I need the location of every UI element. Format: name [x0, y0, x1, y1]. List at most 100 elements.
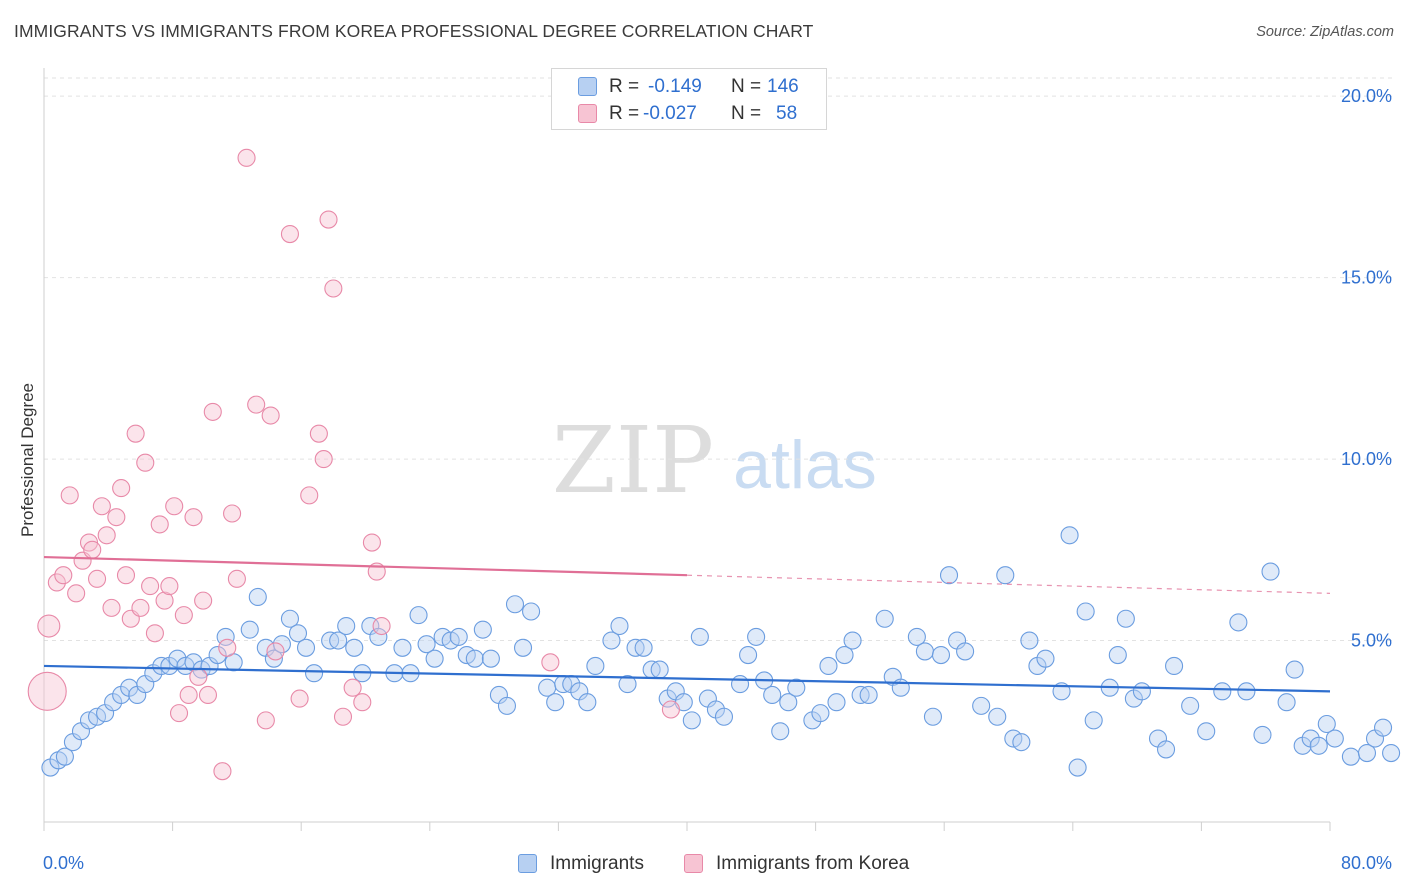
immigrants-point	[915, 642, 934, 661]
immigrants-point	[513, 638, 533, 657]
korea-point	[54, 566, 73, 585]
korea-point	[165, 497, 184, 516]
immigrants-point	[1068, 758, 1087, 777]
y-tick-label: 15.0%	[1341, 268, 1392, 288]
immigrants-point	[739, 646, 758, 665]
korea-point	[194, 591, 213, 610]
korea-point	[237, 148, 256, 167]
immigrants-point	[1108, 646, 1127, 665]
korea-point	[290, 689, 309, 708]
immigrants-point	[288, 624, 308, 643]
korea-point	[343, 678, 362, 697]
korea-point	[362, 533, 381, 552]
korea-point	[324, 279, 343, 298]
immigrants-point	[996, 566, 1015, 585]
immigrants-point	[1382, 743, 1401, 763]
immigrants-point	[859, 685, 878, 705]
immigrants-point	[505, 595, 525, 614]
immigrants-point	[827, 693, 846, 712]
korea-point	[266, 642, 285, 661]
immigrants-point	[546, 693, 565, 712]
immigrants-point	[280, 609, 299, 628]
korea-point	[189, 667, 208, 686]
korea-trendline	[43, 555, 688, 577]
immigrants-point	[1197, 722, 1216, 741]
korea-point	[218, 638, 237, 657]
immigrants-point	[337, 616, 356, 636]
immigrants-point	[1084, 711, 1103, 730]
korea-point	[155, 591, 174, 610]
immigrants-point	[329, 631, 348, 650]
stats-n-label: N =	[731, 103, 762, 124]
korea-point	[47, 573, 66, 592]
korea-point	[102, 598, 121, 617]
korea-point	[309, 424, 328, 443]
immigrants-point	[578, 693, 597, 712]
stats-box: R = -0.149 N = 146 R = -0.027 N = 58	[551, 68, 827, 130]
immigrants-point	[1325, 729, 1344, 748]
source-label: Source: ZipAtlas.com	[1256, 24, 1394, 40]
korea-point	[256, 711, 275, 730]
immigrants-point	[747, 627, 766, 646]
legend-swatch-immigrants	[518, 854, 537, 873]
korea-point	[67, 584, 86, 603]
y-tick-label: 10.0%	[1341, 449, 1392, 469]
korea-point	[661, 700, 680, 719]
korea-point	[141, 577, 160, 596]
stats-row-korea: R = -0.027 N = 58	[552, 101, 826, 127]
legend-label-immigrants: Immigrants	[550, 853, 644, 874]
y-axis-label: Professional Degree	[18, 382, 37, 538]
immigrants-point	[602, 631, 621, 650]
immigrants-point	[610, 616, 629, 636]
korea-point	[112, 479, 131, 498]
immigrants-point	[1020, 631, 1039, 650]
immigrants-point	[1213, 682, 1232, 701]
immigrants-point	[1076, 602, 1095, 621]
korea-point	[136, 453, 155, 472]
immigrants-point	[481, 649, 500, 668]
korea-point	[150, 515, 169, 534]
immigrants-point	[586, 656, 605, 675]
immigrants-point	[305, 664, 324, 683]
immigrants-point	[923, 707, 942, 726]
immigrants-point	[1060, 526, 1079, 545]
immigrants-point	[1285, 660, 1304, 679]
legend-label-korea: Immigrants from Korea	[716, 853, 910, 874]
immigrants-point	[771, 722, 790, 741]
immigrants-point	[1181, 696, 1200, 715]
stats-n-value: 58	[776, 103, 798, 124]
immigrants-point	[1237, 682, 1256, 701]
x-tick-label-min: 0.0%	[43, 853, 84, 873]
korea-point	[314, 450, 333, 469]
immigrants-point	[1341, 747, 1360, 766]
korea-point	[300, 486, 319, 505]
immigrants-point	[1012, 733, 1031, 752]
immigrants-trendline	[43, 664, 1331, 693]
korea-point	[203, 402, 222, 421]
immigrants-point	[1357, 743, 1377, 763]
immigrants-point	[1036, 649, 1055, 668]
immigrants-point	[417, 635, 436, 654]
immigrants-point	[1277, 693, 1296, 712]
immigrants-point	[522, 602, 541, 621]
korea-point	[145, 624, 164, 643]
immigrants-point	[972, 696, 991, 715]
immigrants-point	[296, 638, 316, 657]
immigrants-point	[819, 656, 838, 675]
immigrants-point	[1132, 682, 1151, 701]
legend-swatch-korea	[684, 854, 703, 873]
immigrants-point	[835, 646, 854, 665]
immigrants-point	[369, 627, 388, 646]
korea-point	[83, 540, 102, 559]
korea-point	[60, 486, 79, 505]
immigrants-point	[425, 649, 444, 668]
stats-swatch-immigrants	[578, 77, 597, 96]
korea-point	[97, 526, 116, 545]
immigrants-point	[763, 685, 782, 705]
immigrants-point	[1309, 736, 1328, 755]
immigrants-point	[682, 711, 701, 730]
immigrants-point	[473, 620, 492, 639]
korea-point	[107, 508, 126, 527]
legend: Immigrants Immigrants from Korea	[0, 852, 1406, 878]
